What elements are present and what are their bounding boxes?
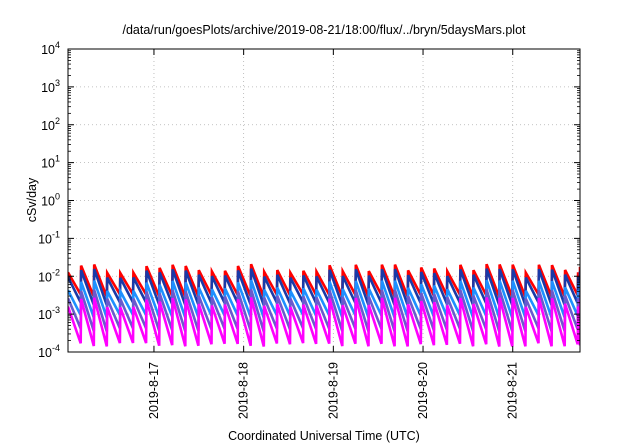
y-tick-label: 10-2 [38,267,60,284]
plot-frame [67,48,581,353]
y-tick-label: 100 [41,192,60,209]
y-tick-label-base: 10 [41,43,55,57]
y-tick-label: 103 [41,78,60,95]
y-tick-label-base: 10 [41,81,55,95]
y-tick-label-exponent: -3 [52,305,60,315]
y-tick-label-base: 10 [38,346,52,360]
y-tick-label-base: 10 [41,195,55,209]
series-layer [68,263,580,347]
y-tick-label-exponent: -4 [52,343,60,353]
y-tick-label-base: 10 [41,119,55,133]
x-axis-label: Coordinated Universal Time (UTC) [228,429,420,443]
y-tick-label-base: 10 [41,157,55,171]
y-tick-label: 102 [41,116,60,133]
y-tick-label: 104 [41,40,60,57]
y-tick-label-base: 10 [38,232,52,246]
y-tick-label-exponent: 4 [55,40,60,50]
y-tick-label-exponent: 0 [55,192,60,202]
series-line-5 [68,297,580,347]
x-tick-label: 2019-8-18 [237,362,251,419]
x-tick-label: 2019-8-21 [506,362,520,419]
y-tick-label-exponent: -2 [52,267,60,277]
y-tick-label-base: 10 [38,270,52,284]
y-axis-label: cSv/day [25,177,39,222]
y-tick-label: 101 [41,154,60,171]
y-tick-label-base: 10 [38,308,52,322]
x-tick-label: 2019-8-19 [326,362,340,419]
x-tick-label: 2019-8-17 [147,362,161,419]
y-tick-label-exponent: 1 [55,154,60,164]
x-tick-label: 2019-8-20 [416,362,430,419]
y-tick-label-exponent: 3 [55,78,60,88]
chart-title: /data/run/goesPlots/archive/2019-08-21/1… [122,23,526,37]
y-tick-label: 10-1 [38,229,60,246]
y-tick-label-exponent: 2 [55,116,60,126]
y-tick-label-exponent: -1 [52,229,60,239]
y-tick-label: 10-4 [38,343,60,360]
y-tick-label: 10-3 [38,305,60,322]
ticks: 10-410-310-210-11001011021031042019-8-17… [38,40,580,419]
